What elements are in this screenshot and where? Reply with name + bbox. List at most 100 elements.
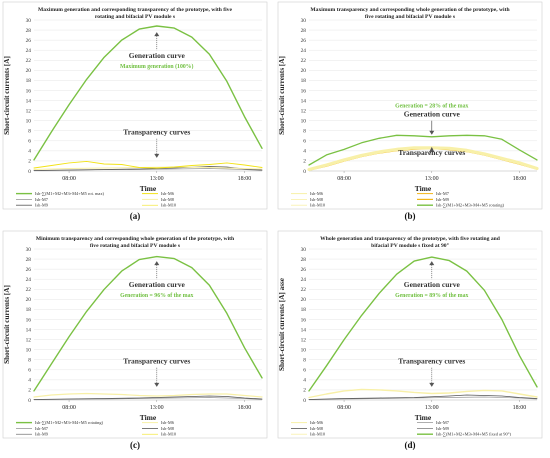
y-tick-label: 14 [26,327,32,333]
legend-entry: Ish-∑(M1+M2+M3+M4+M5 fixed at 90°) [436,432,511,437]
legend-entry: Ish-M7 [436,191,450,196]
x-tick-label: 18:00 [513,176,527,182]
transparency-curves-label: Transparency curves [123,356,190,365]
y-tick-label: 10 [301,347,307,353]
generation-arrow-head [154,261,160,266]
panel-frame [2,1,268,210]
y-tick-label: 24 [301,277,307,283]
y-tick-label: 16 [301,317,307,323]
chart-title-line-1: Minimum transparency and corresponding w… [36,236,235,242]
x-tick-label: 13:00 [425,176,439,182]
y-axis-label: Short-circuit currents [A] asse [278,278,286,371]
generation-note: Maximum generation (100%) [120,63,193,70]
panel-label: (c) [130,440,140,450]
transparency-arrow-head [154,153,160,158]
legend-entry: Ish-M7 [35,426,49,431]
series-line-1 [33,160,263,169]
generation-arrow-head [154,32,160,37]
x-axis-label: Time [415,184,432,193]
chart-title: Maximum transparency and corresponding w… [310,7,510,20]
legend-entry: Ish-M6 [161,191,175,196]
y-tick-label: 18 [26,78,32,84]
y-tick-label: 6 [303,139,306,145]
y-tick-label: 8 [303,358,306,364]
y-tick-label: 28 [26,257,32,263]
legend-entry: Ish-M7 [436,420,450,425]
y-tick-label: 4 [303,149,306,155]
y-tick-label: 18 [301,78,307,84]
legend-entry: Ish-∑(M1+M2+M3+M4+M5 rot. max) [35,191,105,196]
generation-arrow-head [429,261,435,266]
series-line-1 [308,388,538,399]
y-tick-label: 16 [26,317,32,323]
legend-entry: Ish-M10 [310,203,326,208]
y-tick-label: 20 [301,68,307,74]
y-tick-label: 30 [26,18,32,24]
x-tick-label: 18:00 [238,405,252,411]
y-tick-label: 26 [301,267,307,273]
x-tick-label: 13:00 [150,405,164,411]
generation-curve-label: Generation curve [404,280,461,289]
y-tick-label: 14 [301,98,307,104]
y-tick-label: 20 [26,68,32,74]
panel-frame [277,1,543,210]
y-tick-label: 10 [26,118,32,124]
y-tick-label: 0 [28,169,31,175]
y-tick-label: 6 [28,139,31,145]
chart-title: Minimum transparency and corresponding w… [36,236,235,249]
y-tick-label: 18 [301,307,307,313]
legend-entry: Ish-M6 [310,191,324,196]
y-axis-label: Short-circuit currents [A] [278,56,286,135]
series-line-1 [33,392,263,398]
series-line-2 [33,166,263,170]
y-tick-label: 26 [26,38,32,44]
y-tick-label: 12 [26,108,32,114]
chart-title: Whole generation and transparency of the… [320,236,501,249]
y-tick-label: 22 [26,58,32,64]
series-line-0 [33,25,263,161]
chart-title-line-1: Maximum transparency and corresponding w… [310,7,510,13]
legend-entry: Ish-M9 [436,426,450,431]
series-line-3 [308,396,538,401]
chart-title-line-2: rotating and bifacial PV module s [95,14,176,20]
legend-entry: Ish-∑(M1+M2+M3+M4+M5 rotating) [436,203,505,208]
legend-entry: Ish-M8 [161,197,175,202]
y-tick-label: 20 [301,297,307,303]
series-line-0 [308,134,538,166]
transparency-arrow-head [429,382,435,387]
y-tick-label: 30 [301,247,307,253]
y-tick-label: 8 [303,129,306,135]
x-tick-label: 08:00 [62,405,76,411]
legend-entry: Ish-M6 [310,420,324,425]
legend-entry: Ish-M8 [310,426,324,431]
generation-note: Generation = 89% of the max [395,293,468,299]
transparency-arrow-head [429,146,435,152]
chart-title: Maximum generation and corresponding tra… [38,7,232,20]
x-axis-label: Time [415,413,432,422]
y-tick-label: 8 [28,358,31,364]
y-tick-label: 14 [301,327,307,333]
x-tick-label: 18:00 [238,176,252,182]
y-tick-label: 26 [26,267,32,273]
generation-curve-label: Generation curve [129,51,186,60]
y-tick-label: 4 [28,378,31,384]
y-tick-label: 2 [303,388,306,394]
chart-title-line-1: Maximum generation and corresponding tra… [38,7,232,13]
y-tick-label: 12 [26,337,32,343]
series-line-2 [308,394,538,400]
generation-arrow-head [429,130,435,135]
y-tick-label: 22 [301,58,307,64]
x-axis-label: Time [140,413,157,422]
y-tick-label: 12 [301,108,307,114]
legend-entry: Ish-M10 [161,432,177,437]
legend-entry: Ish-M6 [161,420,175,425]
y-tick-label: 2 [28,388,31,394]
panel-label: (d) [405,440,416,450]
y-tick-label: 28 [301,28,307,34]
chart-title-line-1: Whole generation and transparency of the… [320,236,501,242]
x-tick-label: 08:00 [337,176,351,182]
legend-entry: Ish-M9 [436,197,450,202]
y-tick-label: 26 [301,38,307,44]
y-tick-label: 28 [26,28,32,34]
